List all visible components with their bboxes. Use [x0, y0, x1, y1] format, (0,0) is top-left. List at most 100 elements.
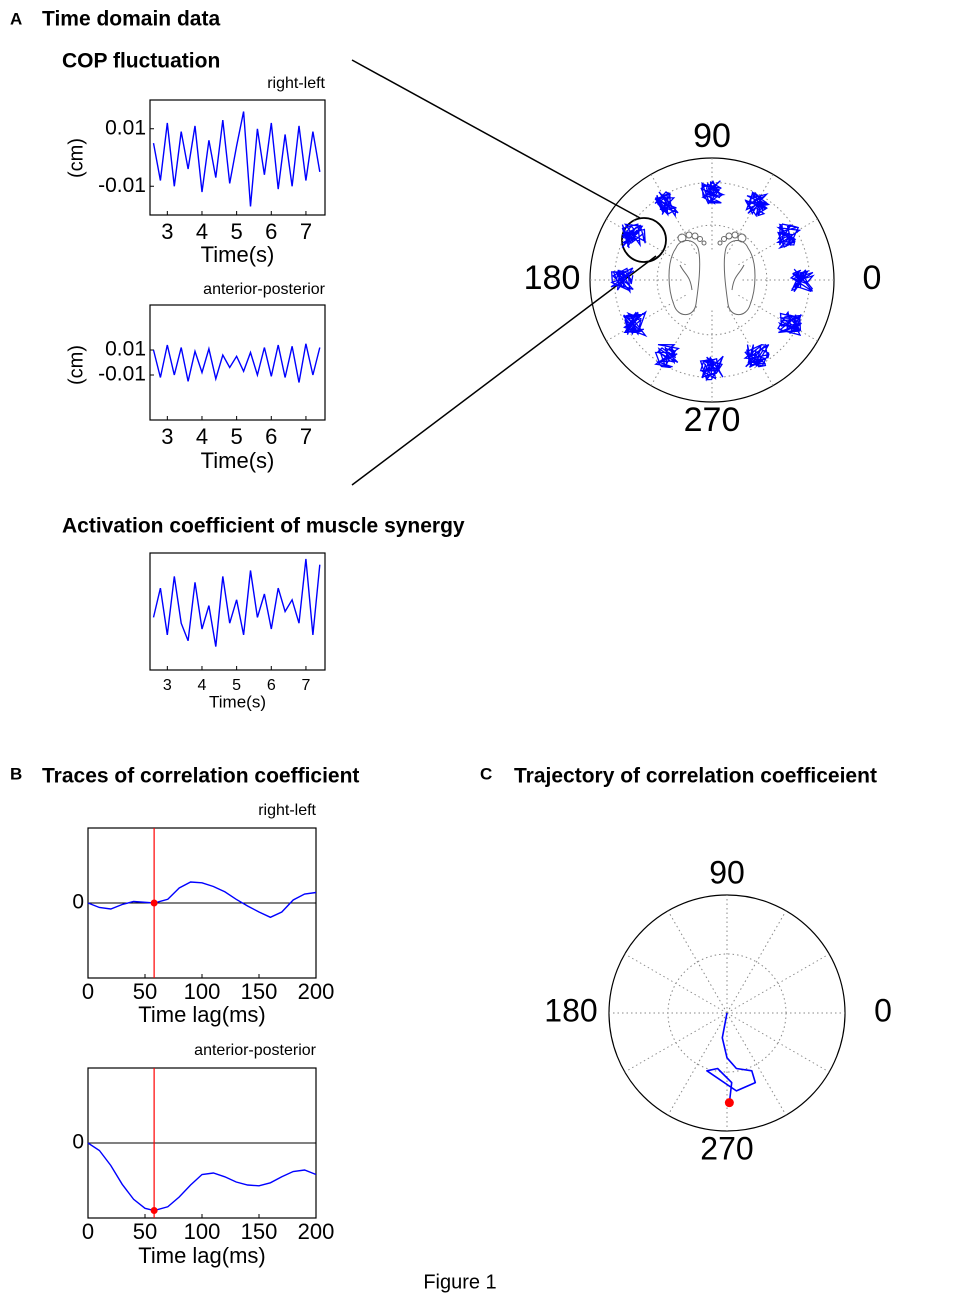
section-title: Activation coefficient of muscle synergy: [62, 515, 465, 538]
trajectory-end: [724, 1098, 734, 1108]
lag-marker: [150, 899, 158, 907]
trajectory: [706, 1012, 757, 1103]
x-tick-label: 200: [298, 979, 335, 1004]
x-tick-label: 6: [265, 219, 277, 244]
cop-scribble: [789, 268, 815, 293]
cop-scribble: [654, 343, 681, 369]
polar-spoke: [606, 294, 686, 342]
cop-scribble: [743, 343, 770, 368]
panel-title: Trajectory of correlation coefficeient: [514, 765, 877, 788]
panel-label: A: [10, 9, 22, 28]
polar-spoke: [650, 306, 698, 386]
polar-spoke: [726, 953, 830, 1014]
angle-label: 270: [700, 1130, 753, 1166]
chart-title: right-left: [258, 802, 316, 819]
polar-spoke: [726, 1012, 787, 1116]
angle-label: 180: [524, 259, 581, 297]
chart-title: anterior-posterior: [194, 1042, 317, 1059]
figure-caption: Figure 1: [423, 1271, 496, 1293]
y-axis-label: (cm): [65, 138, 87, 178]
x-tick-label: 7: [301, 677, 310, 694]
polar-spoke: [726, 1012, 830, 1073]
chart-title: anterior-posterior: [203, 281, 326, 298]
polar-spoke: [726, 306, 774, 386]
polar-spoke: [624, 1012, 728, 1073]
y-axis-label: (cm): [65, 345, 87, 385]
polar-ring: [613, 181, 811, 379]
lag-marker: [150, 1207, 158, 1214]
cop-scribble: [654, 191, 679, 218]
cop-scribble: [744, 191, 771, 218]
angle-label: 180: [544, 992, 597, 1028]
chart-title: right-left: [267, 75, 325, 92]
angle-label: 90: [693, 117, 731, 155]
cop-scribble: [777, 310, 803, 336]
zoom-line: [351, 59, 641, 219]
angle-label: 270: [684, 401, 741, 439]
x-tick-label: 100: [184, 979, 221, 1004]
zoom-circle: [621, 217, 667, 263]
x-tick-label: 0: [82, 979, 94, 1004]
x-axis-label: Time lag(ms): [138, 1002, 266, 1027]
x-tick-label: 200: [298, 1219, 335, 1244]
x-axis-label: Time(s): [201, 448, 275, 473]
angle-label: 90: [709, 854, 745, 890]
polar-spoke: [726, 910, 787, 1014]
x-tick-label: 3: [161, 424, 173, 449]
x-tick-label: 4: [196, 219, 208, 244]
plot-frame: [149, 304, 326, 421]
polar-spoke: [726, 174, 774, 254]
polar-spoke: [606, 218, 686, 266]
data-line: [87, 881, 317, 919]
cop-scribble: [699, 355, 724, 382]
x-tick-label: 150: [241, 1219, 278, 1244]
data-line: [152, 558, 321, 647]
data-line: [152, 343, 321, 383]
y-tick-label: 0.01: [105, 338, 146, 361]
feet-illustration: [668, 231, 756, 316]
polar-spoke: [667, 910, 728, 1014]
y-tick-label: -0.01: [98, 363, 146, 386]
panel-title: Time domain data: [42, 8, 220, 31]
x-tick-label: 5: [232, 677, 241, 694]
x-tick-label: 3: [163, 677, 172, 694]
x-tick-label: 150: [241, 979, 278, 1004]
x-tick-label: 6: [265, 424, 277, 449]
y-tick-label: 0: [72, 1131, 84, 1154]
zoom-line: [351, 255, 657, 486]
x-axis-label: Time lag(ms): [138, 1243, 266, 1268]
cop-scribble: [622, 310, 648, 338]
cop-scribble: [610, 267, 635, 294]
x-tick-label: 7: [300, 424, 312, 449]
panel-title: Traces of correlation coefficient: [42, 765, 359, 788]
panel-label: C: [480, 764, 492, 783]
x-axis-label: Time(s): [201, 242, 275, 267]
x-tick-label: 3: [161, 219, 173, 244]
data-line: [87, 1142, 317, 1212]
x-tick-label: 5: [231, 219, 243, 244]
x-tick-label: 50: [133, 1219, 157, 1244]
polar-spoke: [738, 294, 818, 342]
x-tick-label: 0: [82, 1219, 94, 1244]
cop-scribble: [700, 180, 726, 205]
data-line: [152, 111, 321, 207]
angle-label: 0: [863, 259, 882, 297]
x-tick-label: 4: [196, 424, 208, 449]
angle-label: 0: [874, 992, 892, 1028]
y-tick-label: 0: [72, 891, 84, 914]
polar-spoke: [667, 1012, 728, 1116]
x-tick-label: 7: [300, 219, 312, 244]
section-title: COP fluctuation: [62, 50, 220, 73]
plot-frame: [149, 552, 326, 671]
cop-scribble: [775, 223, 802, 250]
polar-spoke: [624, 953, 728, 1014]
plot-frame: [149, 99, 326, 216]
x-tick-label: 4: [198, 677, 207, 694]
x-tick-label: 100: [184, 1219, 221, 1244]
cop-scribble: [621, 223, 646, 249]
x-axis-label: Time(s): [209, 692, 266, 711]
x-tick-label: 50: [133, 979, 157, 1004]
y-tick-label: -0.01: [98, 174, 146, 197]
x-tick-label: 6: [267, 677, 276, 694]
